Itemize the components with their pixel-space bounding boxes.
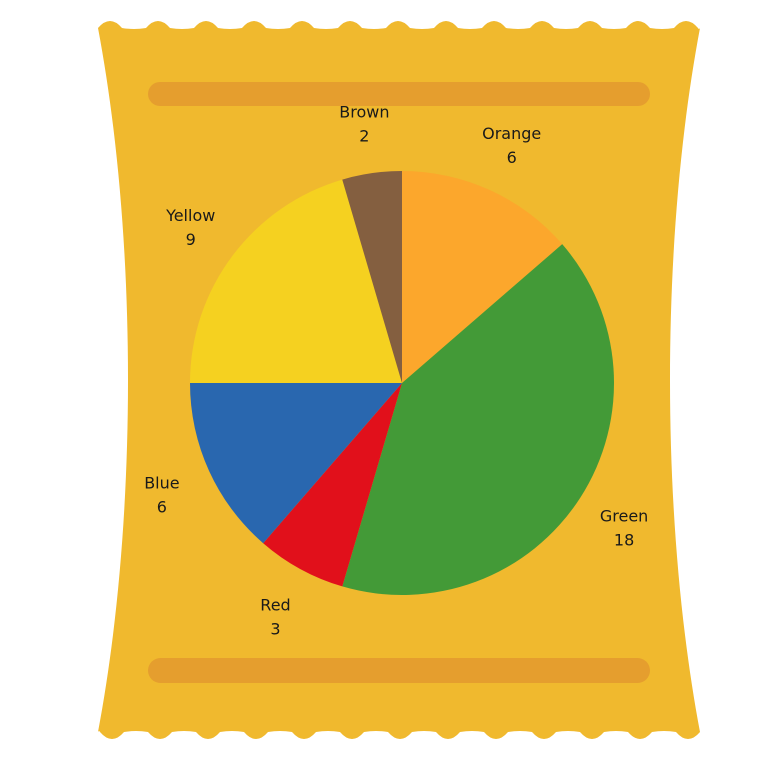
slice-value-label: 2 — [359, 127, 369, 146]
pie-slice-green — [342, 244, 615, 595]
slice-value-label: 3 — [270, 620, 280, 639]
pie-label-red: Red 3 — [260, 596, 290, 639]
slice-value-label: 6 — [507, 148, 517, 167]
pie-slice-orange — [402, 171, 563, 383]
pie-label-orange: Orange 6 — [482, 124, 541, 167]
pie-labels: Orange 6 Green 18 Red 3 Blue 6 Yellow 9 Brown 2 — [144, 103, 648, 639]
slice-category-label: Red — [260, 596, 290, 615]
pie-label-yellow: Yellow 9 — [165, 206, 215, 249]
slice-category-label: Blue — [144, 474, 179, 493]
slice-value-label: 6 — [157, 498, 167, 517]
pie-chart — [190, 171, 615, 595]
pie-slice-brown — [342, 171, 402, 383]
pie-label-green: Green 18 — [600, 507, 648, 550]
slice-category-label: Orange — [482, 124, 541, 143]
bag-top-stripe — [148, 82, 650, 106]
pie-label-blue: Blue 6 — [144, 474, 179, 517]
pie-slice-blue — [190, 383, 402, 544]
pie-slice-yellow — [190, 179, 402, 383]
slice-value-label: 9 — [186, 230, 196, 249]
slice-value-label: 18 — [614, 531, 634, 550]
slice-category-label: Brown — [339, 103, 389, 122]
bag-bottom-stripe — [148, 658, 650, 683]
pie-slice-red — [263, 383, 402, 587]
slice-category-label: Yellow — [165, 206, 215, 225]
slice-category-label: Green — [600, 507, 648, 526]
pie-label-brown: Brown 2 — [339, 103, 389, 146]
